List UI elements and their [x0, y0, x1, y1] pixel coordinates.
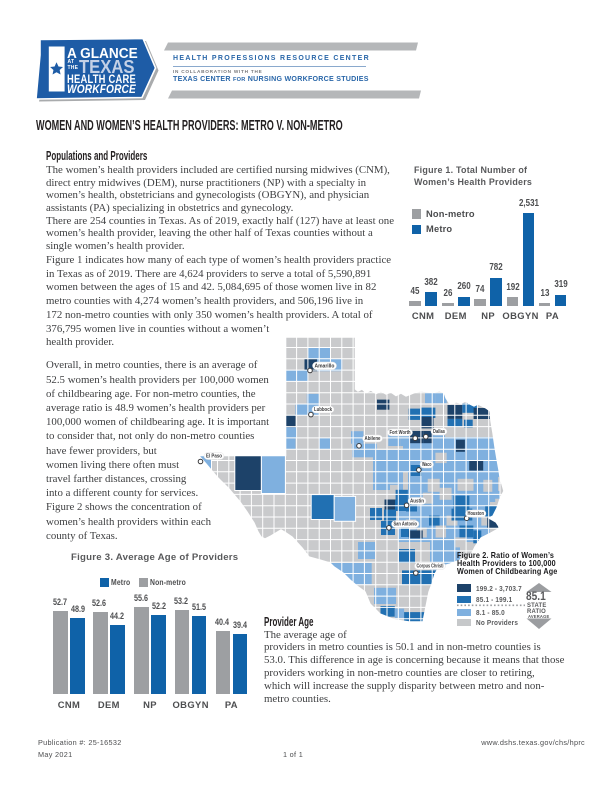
svg-text:Amarillo: Amarillo [315, 364, 335, 370]
svg-text:Corpus Christi: Corpus Christi [417, 564, 444, 570]
svg-text:Waco: Waco [422, 462, 432, 468]
svg-text:San Antonio: San Antonio [394, 522, 418, 528]
svg-text:Houston: Houston [468, 511, 485, 517]
svg-text:Lubbock: Lubbock [314, 407, 332, 413]
svg-text:Austin: Austin [410, 499, 424, 505]
svg-text:Abilene: Abilene [365, 436, 381, 442]
svg-text:Fort Worth: Fort Worth [390, 430, 411, 436]
svg-text:Dallas: Dallas [433, 429, 445, 435]
svg-text:El Paso: El Paso [206, 454, 222, 460]
